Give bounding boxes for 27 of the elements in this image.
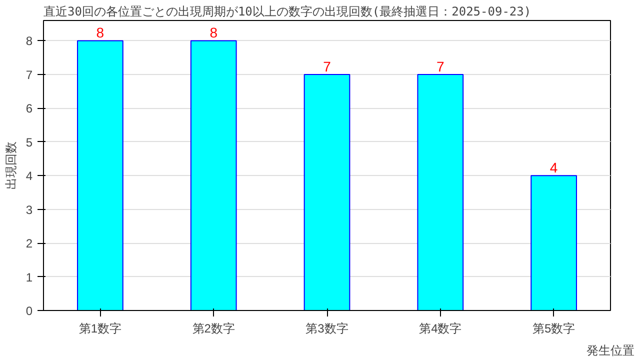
y-tick-label: 4 [26, 169, 33, 184]
data-label: 4 [550, 160, 558, 176]
y-tick-label: 7 [26, 68, 33, 82]
y-tick-label: 5 [26, 135, 33, 150]
y-tick-label: 6 [26, 102, 33, 116]
x-axis-title: 発生位置 [586, 344, 634, 358]
y-tick-label: 8 [26, 34, 33, 48]
data-label: 8 [210, 24, 218, 41]
x-tick-label: 第3数字 [306, 322, 348, 336]
y-tick-label: 2 [26, 236, 33, 251]
data-label: 7 [436, 58, 445, 74]
y-tick-label: 1 [26, 270, 33, 284]
bar [77, 40, 124, 310]
chart-title: 直近30回の各位置ごとの出現周期が10以上の数字の出現回数(最終抽選日：2025-09-23) [44, 4, 532, 18]
y-tick-label: 3 [26, 202, 33, 217]
x-tick-label: 第4数字 [419, 322, 462, 336]
bar [304, 74, 350, 310]
y-tick-label: 0 [26, 304, 33, 318]
bar [417, 74, 464, 310]
data-label: 8 [96, 24, 104, 41]
data-label: 7 [323, 58, 332, 74]
x-tick-label: 第1数字 [78, 322, 122, 336]
x-tick-label: 第2数字 [192, 322, 235, 336]
bar [190, 40, 237, 310]
bar [530, 175, 577, 310]
x-tick-label: 第5数字 [532, 322, 576, 336]
y-axis-title: 出現回数 [4, 142, 18, 190]
